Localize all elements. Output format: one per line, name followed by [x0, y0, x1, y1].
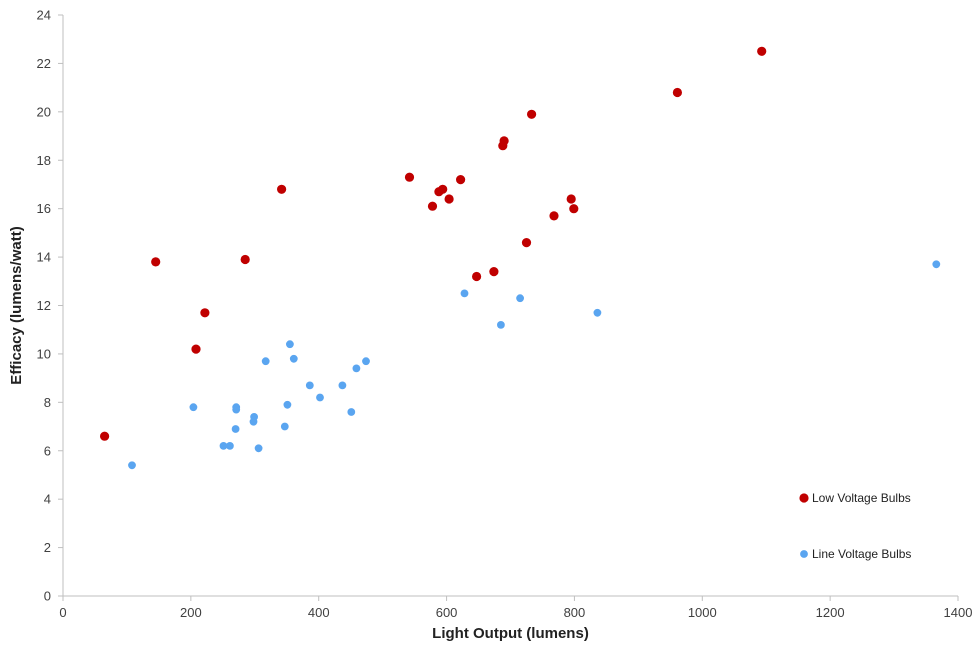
data-point	[499, 136, 509, 146]
x-tick-label: 1000	[688, 605, 717, 620]
data-point	[472, 271, 482, 282]
y-tick-label: 10	[37, 346, 51, 361]
data-point	[566, 194, 576, 204]
y-tick-label: 24	[37, 8, 51, 23]
x-tick-label: 1200	[816, 605, 845, 620]
data-point	[200, 308, 210, 318]
data-point	[261, 357, 270, 366]
data-point	[219, 442, 228, 450]
data-point	[240, 254, 250, 265]
x-tick-label: 0	[59, 605, 66, 620]
axes	[62, 15, 958, 597]
data-point	[191, 344, 201, 354]
y-tick-label: 14	[37, 250, 51, 265]
data-point	[497, 321, 505, 329]
data-point	[347, 408, 356, 416]
data-point	[460, 289, 469, 298]
data-point	[283, 400, 292, 409]
y-tick-label: 8	[44, 395, 51, 410]
data-point	[232, 405, 241, 414]
data-point	[672, 87, 683, 98]
y-tick-label: 20	[37, 104, 51, 119]
y-axis-title: Efficacy (lumens/watt)	[8, 226, 25, 384]
x-tick-label: 800	[564, 605, 586, 620]
legend: Low Voltage Bulbs Line Voltage Bulbs	[799, 491, 911, 561]
y-tick-label: 4	[44, 492, 51, 507]
data-point	[286, 340, 294, 349]
x-tick-label: 600	[436, 605, 458, 620]
data-point	[338, 381, 347, 390]
data-point	[231, 425, 240, 433]
y-tick-label: 12	[37, 298, 51, 313]
data-point	[593, 308, 602, 317]
x-tick-label: 1400	[944, 605, 973, 620]
x-axis-title: Light Output (lumens)	[432, 625, 589, 642]
data-point	[254, 444, 263, 453]
data-point	[438, 184, 448, 194]
data-point	[516, 294, 524, 303]
data-point	[362, 357, 370, 366]
data-point	[549, 211, 559, 221]
data-point	[289, 354, 298, 363]
data-point	[427, 201, 438, 211]
legend-label: Low Voltage Bulbs	[812, 491, 911, 505]
data-point	[527, 109, 537, 119]
data-point	[569, 204, 579, 214]
y-tick-label: 6	[44, 443, 51, 458]
data-point	[757, 46, 767, 56]
data-point	[277, 184, 287, 194]
y-tick-label: 0	[44, 589, 51, 604]
data-point	[316, 393, 324, 402]
y-tick-label: 18	[37, 153, 51, 168]
data-point	[404, 172, 415, 182]
data-point	[250, 413, 258, 421]
data-point	[280, 422, 289, 431]
data-point	[151, 257, 161, 267]
x-tick-label: 200	[180, 605, 202, 620]
data-point	[100, 431, 110, 441]
data-point	[521, 238, 532, 248]
legend-label: Line Voltage Bulbs	[812, 547, 911, 561]
data-point	[189, 403, 198, 412]
legend-marker	[799, 493, 809, 503]
data-point	[456, 175, 466, 185]
x-tick-label: 400	[308, 605, 330, 620]
y-tick-label: 2	[44, 540, 51, 555]
x-tick-labels: 0 200 400 600 800 1000 1200 1400	[59, 596, 972, 620]
y-tick-label: 22	[37, 56, 51, 71]
data-point	[932, 260, 941, 269]
data-point	[444, 194, 454, 204]
data-point	[305, 381, 314, 390]
data-points	[100, 46, 941, 470]
legend-marker	[800, 550, 808, 558]
data-point	[128, 461, 136, 470]
data-point	[226, 442, 234, 450]
data-point	[352, 364, 361, 373]
y-tick-label: 16	[37, 201, 51, 216]
data-point	[489, 267, 499, 277]
